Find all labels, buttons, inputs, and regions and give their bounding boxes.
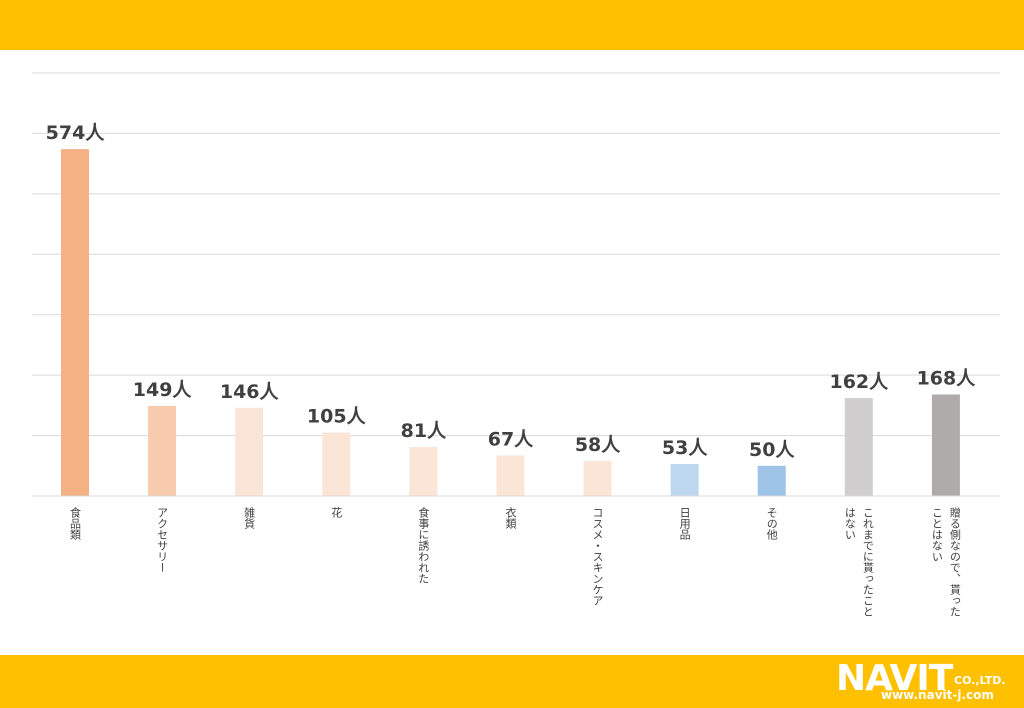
category-label: アクセサリー [156,507,169,573]
data-label: 81人 [401,420,447,442]
category-label: 雑貨 [243,506,256,530]
category-label-line: 食品類 [69,506,82,541]
data-label: 149人 [133,379,193,401]
category-label-line: アクセサリー [156,507,169,573]
top-banner [0,0,1024,50]
category-label: コスメ・スキンケア [591,507,604,606]
category-label-line: 雑貨 [243,506,256,530]
bar [583,460,612,496]
category-label-line: はない [843,507,856,540]
logo-suffix: CO.,LTD. [954,674,1006,687]
data-label: 105人 [307,406,367,428]
category-label-line: コスメ・スキンケア [591,507,604,606]
bar [496,455,525,496]
bar [844,398,873,496]
bar [322,432,351,496]
category-label-line: 食事に誘われた [417,506,430,584]
bottom-banner [0,655,1024,708]
data-label: 168人 [917,367,977,389]
company-logo: NAVIT CO.,LTD. www.navit-j.com [836,660,1016,704]
category-label: 日用品 [678,507,691,540]
data-label: 162人 [829,371,889,393]
data-label: 58人 [575,434,621,456]
data-label: 67人 [488,429,534,451]
data-label: 53人 [662,437,708,459]
logo-url: www.navit-j.com [881,688,994,702]
category-label-line: これまでに貰ったこと [861,507,874,617]
bar [409,447,438,496]
category-label: 衣類 [504,506,517,530]
bar [61,149,89,496]
category-label-line: 花 [330,507,343,518]
logo-wordmark: NAVIT [836,658,953,699]
category-label-line: その他 [765,507,778,540]
data-label: 50人 [749,439,795,461]
category-label: 食品類 [69,506,82,541]
bar [931,394,960,496]
category-label: 食事に誘われた [417,506,430,584]
data-label: 574人 [46,122,106,144]
bar [670,463,699,496]
category-label-line: 日用品 [678,507,691,540]
category-label-line: ことはない [930,507,943,562]
data-label: 146人 [220,381,280,403]
bar [757,465,786,496]
category-label: その他 [765,507,778,540]
category-label-line: 衣類 [504,506,517,530]
category-label-line: 贈る側なので、貰った [948,506,961,617]
category-label: 花 [330,507,343,518]
bar [148,405,177,496]
bar [235,407,264,496]
